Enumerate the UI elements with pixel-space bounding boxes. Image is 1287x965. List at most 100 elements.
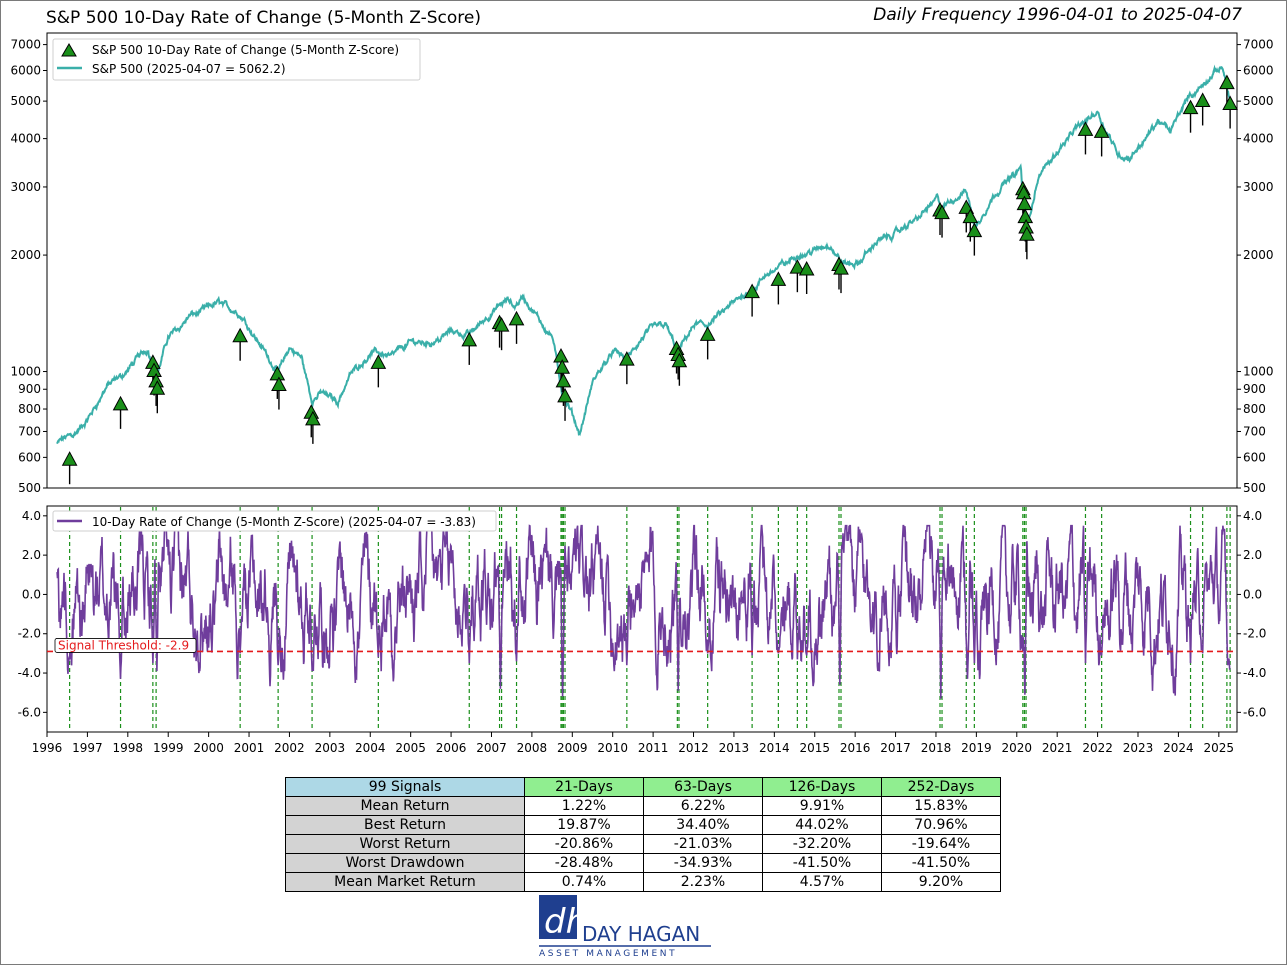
table-cell: -21.03%: [643, 834, 763, 854]
legend-signal-marker-icon: [61, 43, 77, 57]
signal-triangle-icon: [1016, 195, 1033, 211]
y-tick-label: -2.0: [18, 627, 41, 641]
logo-tagline: ASSET MANAGEMENT: [539, 949, 677, 959]
signal-marker: [934, 204, 950, 238]
signal-triangle-icon: [619, 351, 635, 366]
chart-title: S&P 500 10-Day Rate of Change (5-Month Z…: [46, 8, 481, 28]
table-cell: 34.40%: [643, 815, 763, 835]
zscore-chart: -6.0 -6.0 -4.0 -4.0 -2.0 -2.0 0.0 0.0 2.0 2.0 4.0 4…: [18, 505, 1267, 755]
legend-price-label: S&P 500 (2025-04-07 = 5062.2): [92, 62, 286, 76]
y-tick-label: 0.0: [22, 587, 41, 601]
x-tick-label: 2022: [1082, 741, 1113, 755]
x-tick-label: 2009: [557, 741, 588, 755]
y-tick-label: 5000: [1243, 94, 1274, 108]
y-tick-label: -6.0: [18, 705, 41, 719]
price-chart: 500 500 600 600 700 700 800 800 900 900 1000 1000 20…: [10, 32, 1274, 495]
x-tick-label: 2020: [1002, 741, 1033, 755]
zscore-series: [56, 524, 1231, 699]
signal-marker: [1093, 123, 1110, 157]
table-cell: 9.91%: [762, 796, 882, 816]
signal-triangle-icon: [554, 359, 571, 374]
y-tick-label: -2.0: [1243, 627, 1266, 641]
signal-triangle-icon: [1222, 95, 1238, 111]
y-tick-label: 500: [18, 481, 41, 495]
signal-triangle-icon: [1077, 121, 1094, 136]
signal-stats-table: 99 Signals 21-Days 63-Days 126-Days 252-…: [285, 777, 1001, 892]
table-row-label: Worst Drawdown: [285, 853, 525, 873]
x-tick-label: 2025: [1204, 741, 1235, 755]
signal-marker: [232, 327, 248, 361]
signal-triangle-icon: [61, 451, 78, 466]
y-tick-label: 1000: [10, 365, 41, 379]
y-tick-label: 500: [1243, 481, 1266, 495]
zscore-y-axis: -6.0 -6.0 -4.0 -4.0 -2.0 -2.0 0.0 0.0 2.0 2.0 4.0 4…: [18, 509, 1267, 720]
signal-marker: [493, 317, 510, 351]
y-tick-label: 600: [1243, 450, 1266, 464]
y-tick-label: 3000: [10, 180, 41, 194]
x-tick-label: 2000: [193, 741, 224, 755]
table-cell: 6.22%: [643, 796, 763, 816]
signal-triangle-icon: [770, 271, 787, 286]
signal-triangle-icon: [1093, 123, 1110, 138]
logo-name: DAY HAGAN: [582, 922, 700, 946]
x-tick-label: 2016: [840, 741, 871, 755]
signal-triangle-icon: [555, 372, 572, 388]
signal-triangle-icon: [370, 354, 387, 369]
signal-triangle-icon: [1194, 92, 1211, 107]
table-row: Worst Drawdown -28.48% -34.93% -41.50% -…: [285, 853, 1001, 873]
signal-triangle-icon: [146, 362, 162, 378]
x-tick-label: 2017: [880, 741, 911, 755]
x-tick-label: 2005: [395, 741, 426, 755]
y-tick-label: 4.0: [22, 509, 41, 523]
y-tick-label: 3000: [1243, 180, 1274, 194]
x-tick-label: 2023: [1123, 741, 1154, 755]
legend-signal-label: S&P 500 10-Day Rate of Change (5-Month Z…: [92, 43, 399, 57]
table-cell: 9.20%: [881, 872, 1001, 892]
signal-marker: [789, 259, 806, 293]
y-tick-label: -6.0: [1243, 705, 1266, 719]
y-tick-label: 800: [18, 402, 41, 416]
signal-marker: [1019, 226, 1035, 260]
table-cell: 1.22%: [524, 796, 644, 816]
x-tick-label: 2008: [517, 741, 548, 755]
price-series: [56, 64, 1231, 445]
zscore-plot-area: [46, 505, 1238, 733]
y-tick-label: 6000: [1243, 63, 1274, 77]
y-tick-label: -4.0: [1243, 666, 1266, 680]
table-cell: 0.74%: [524, 872, 644, 892]
signal-marker: [770, 271, 787, 305]
y-tick-label: 7000: [10, 38, 41, 52]
x-tick-label: 2004: [355, 741, 386, 755]
table-row: Best Return 19.87% 34.40% 44.02% 70.96%: [285, 815, 1001, 835]
signal-triangle-icon: [962, 208, 979, 224]
signal-marker: [1182, 99, 1199, 133]
signal-triangle-icon: [833, 260, 849, 275]
signal-marker: [1222, 95, 1238, 129]
table-cell: -34.93%: [643, 853, 763, 873]
table-header: 126-Days: [762, 777, 882, 797]
y-tick-label: 900: [1243, 382, 1266, 396]
signal-marker: [798, 260, 815, 295]
price-legend: S&P 500 10-Day Rate of Change (5-Month Z…: [52, 38, 421, 81]
signal-triangle-icon: [699, 326, 716, 341]
threshold-label-box: [54, 638, 197, 653]
table-row-label: Best Return: [285, 815, 525, 835]
price-y-axis: 500 500 600 600 700 700 800 800 900 900 1000 1000 20…: [10, 38, 1273, 495]
y-tick-label: 7000: [1243, 38, 1274, 52]
signal-marker: [833, 260, 849, 294]
legend-zscore-label: 10-Day Rate of Change (5-Month Z-Score) …: [92, 515, 476, 529]
y-tick-label: 600: [18, 450, 41, 464]
signal-marker: [962, 208, 979, 242]
signal-marker: [149, 380, 166, 414]
y-tick-label: 800: [1243, 402, 1266, 416]
signal-marker: [966, 222, 983, 256]
signal-marker: [305, 410, 321, 444]
table-cell: 4.57%: [762, 872, 882, 892]
x-tick-label: 2003: [315, 741, 346, 755]
signal-marker: [671, 352, 688, 386]
y-tick-label: 900: [18, 382, 41, 396]
signal-triangle-icon: [557, 387, 573, 403]
x-tick-label: 2006: [436, 741, 467, 755]
signal-triangle-icon: [744, 283, 760, 299]
zscore-line: [56, 524, 1231, 699]
